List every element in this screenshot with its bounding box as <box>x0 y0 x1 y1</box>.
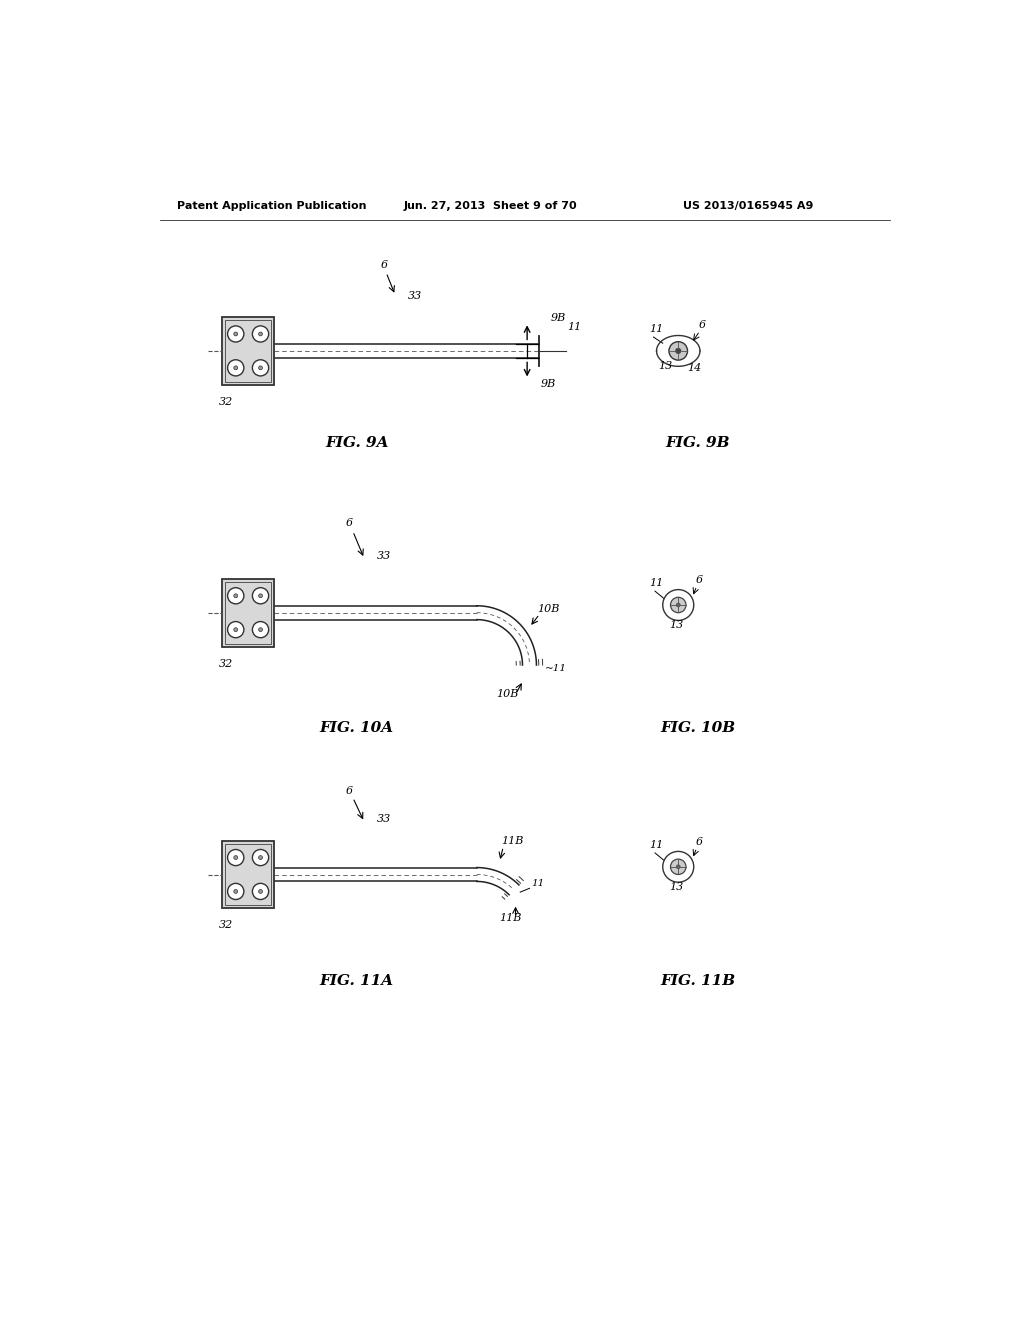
Text: FIG. 11B: FIG. 11B <box>660 974 735 987</box>
Circle shape <box>227 883 244 899</box>
Bar <box>225 582 271 644</box>
Text: 11B: 11B <box>501 836 523 846</box>
Circle shape <box>233 366 238 370</box>
Text: 32: 32 <box>218 920 232 931</box>
Circle shape <box>252 622 268 638</box>
Circle shape <box>252 326 268 342</box>
Circle shape <box>233 333 238 335</box>
Bar <box>225 843 271 906</box>
Text: 10B: 10B <box>538 603 560 614</box>
Text: 11: 11 <box>567 322 582 333</box>
Circle shape <box>227 360 244 376</box>
Text: FIG. 9B: FIG. 9B <box>666 437 730 450</box>
Circle shape <box>676 865 680 869</box>
Text: ~11: ~11 <box>545 664 567 673</box>
Text: 13: 13 <box>669 620 683 630</box>
Text: 10B: 10B <box>497 689 519 700</box>
Circle shape <box>227 622 244 638</box>
Circle shape <box>227 850 244 866</box>
Circle shape <box>663 590 693 620</box>
Bar <box>222 841 274 908</box>
Text: 33: 33 <box>377 814 391 824</box>
Text: 13: 13 <box>669 882 683 892</box>
Circle shape <box>259 855 262 859</box>
Bar <box>222 578 274 647</box>
Circle shape <box>676 348 681 354</box>
Circle shape <box>676 603 680 607</box>
Circle shape <box>663 851 693 882</box>
Circle shape <box>259 366 262 370</box>
Text: FIG. 10B: FIG. 10B <box>660 721 735 735</box>
Text: 6: 6 <box>695 576 702 586</box>
Text: 6: 6 <box>380 260 387 269</box>
Text: 6: 6 <box>698 319 706 330</box>
Circle shape <box>669 342 687 360</box>
Text: US 2013/0165945 A9: US 2013/0165945 A9 <box>683 201 813 211</box>
Text: Patent Application Publication: Patent Application Publication <box>176 201 367 211</box>
Text: 13: 13 <box>658 362 673 371</box>
Text: 6: 6 <box>695 837 702 847</box>
Text: 11B: 11B <box>499 912 521 923</box>
Text: 32: 32 <box>218 397 232 407</box>
Text: 6: 6 <box>345 785 352 796</box>
Circle shape <box>227 587 244 603</box>
Circle shape <box>252 850 268 866</box>
Circle shape <box>252 360 268 376</box>
Circle shape <box>259 594 262 598</box>
Text: FIG. 9A: FIG. 9A <box>325 437 388 450</box>
Text: 9B: 9B <box>550 313 565 323</box>
Text: 9B: 9B <box>541 379 556 389</box>
Circle shape <box>259 890 262 894</box>
Text: 11: 11 <box>649 325 664 334</box>
Text: 33: 33 <box>408 290 422 301</box>
Text: 33: 33 <box>377 550 391 561</box>
Text: Jun. 27, 2013  Sheet 9 of 70: Jun. 27, 2013 Sheet 9 of 70 <box>403 201 578 211</box>
Circle shape <box>233 628 238 631</box>
Circle shape <box>259 628 262 631</box>
Text: 14: 14 <box>687 363 701 374</box>
Text: FIG. 10A: FIG. 10A <box>319 721 393 735</box>
Circle shape <box>233 890 238 894</box>
Text: 11: 11 <box>649 578 664 587</box>
Text: FIG. 11A: FIG. 11A <box>319 974 393 987</box>
Bar <box>222 317 274 385</box>
Circle shape <box>259 333 262 335</box>
Circle shape <box>252 587 268 603</box>
Circle shape <box>227 326 244 342</box>
Circle shape <box>252 883 268 899</box>
Bar <box>225 321 271 381</box>
Text: 11: 11 <box>649 840 664 850</box>
Circle shape <box>671 597 686 612</box>
Circle shape <box>671 859 686 874</box>
Text: 32: 32 <box>218 659 232 669</box>
Text: 11: 11 <box>531 879 545 888</box>
Circle shape <box>233 855 238 859</box>
Text: 6: 6 <box>345 519 352 528</box>
Circle shape <box>233 594 238 598</box>
